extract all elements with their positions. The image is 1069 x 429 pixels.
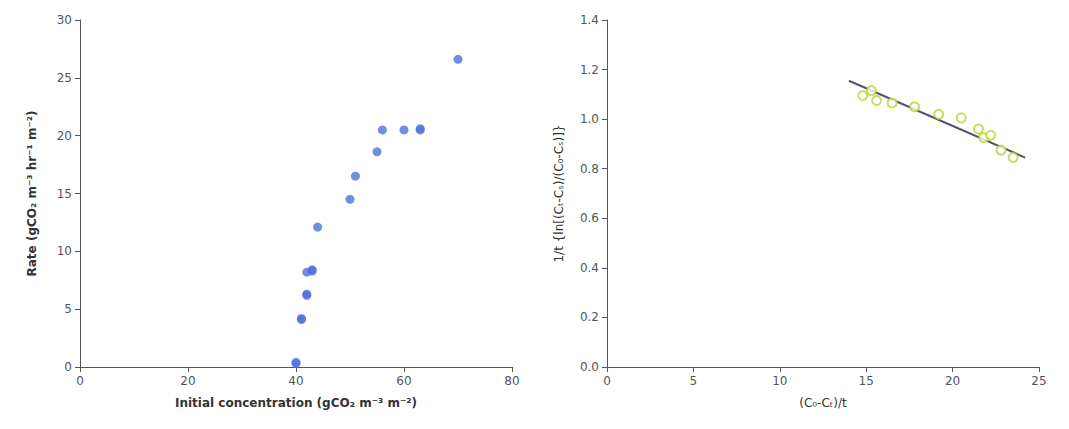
svg-text:1/t {ln[(Cₜ-Cₛ)/(C₀-Cₛ)]}: 1/t {ln[(Cₜ-Cₛ)/(C₀-Cₛ)]} xyxy=(552,124,566,262)
svg-text:0: 0 xyxy=(64,360,72,374)
svg-text:1.4: 1.4 xyxy=(580,13,599,27)
svg-text:0.8: 0.8 xyxy=(580,162,599,176)
svg-text:15: 15 xyxy=(57,187,72,201)
svg-text:20: 20 xyxy=(180,374,195,388)
svg-text:5: 5 xyxy=(690,374,698,388)
svg-text:Initial concentration (gCO₂ m⁻: Initial concentration (gCO₂ m⁻³ m⁻²) xyxy=(175,396,417,410)
svg-text:5: 5 xyxy=(64,302,72,316)
svg-text:0.0: 0.0 xyxy=(580,360,599,374)
svg-text:40: 40 xyxy=(288,374,303,388)
svg-text:30: 30 xyxy=(57,13,72,27)
svg-text:80: 80 xyxy=(504,374,519,388)
svg-text:1.2: 1.2 xyxy=(580,63,599,77)
svg-text:0.6: 0.6 xyxy=(580,211,599,225)
svg-text:0.2: 0.2 xyxy=(580,310,599,324)
svg-text:(C₀-Cₜ)/t: (C₀-Cₜ)/t xyxy=(799,396,847,410)
svg-text:25: 25 xyxy=(1031,374,1046,388)
svg-text:0.4: 0.4 xyxy=(580,261,599,275)
svg-text:0: 0 xyxy=(76,374,84,388)
svg-text:10: 10 xyxy=(772,374,787,388)
svg-text:20: 20 xyxy=(945,374,960,388)
svg-text:60: 60 xyxy=(396,374,411,388)
svg-text:15: 15 xyxy=(859,374,874,388)
svg-text:1.0: 1.0 xyxy=(580,112,599,126)
svg-text:Rate (gCO₂ m⁻³ hr⁻¹ m⁻²): Rate (gCO₂ m⁻³ hr⁻¹ m⁻²) xyxy=(25,111,39,277)
svg-text:25: 25 xyxy=(57,71,72,85)
svg-text:10: 10 xyxy=(57,244,72,258)
svg-text:20: 20 xyxy=(57,129,72,143)
svg-text:0: 0 xyxy=(603,374,611,388)
